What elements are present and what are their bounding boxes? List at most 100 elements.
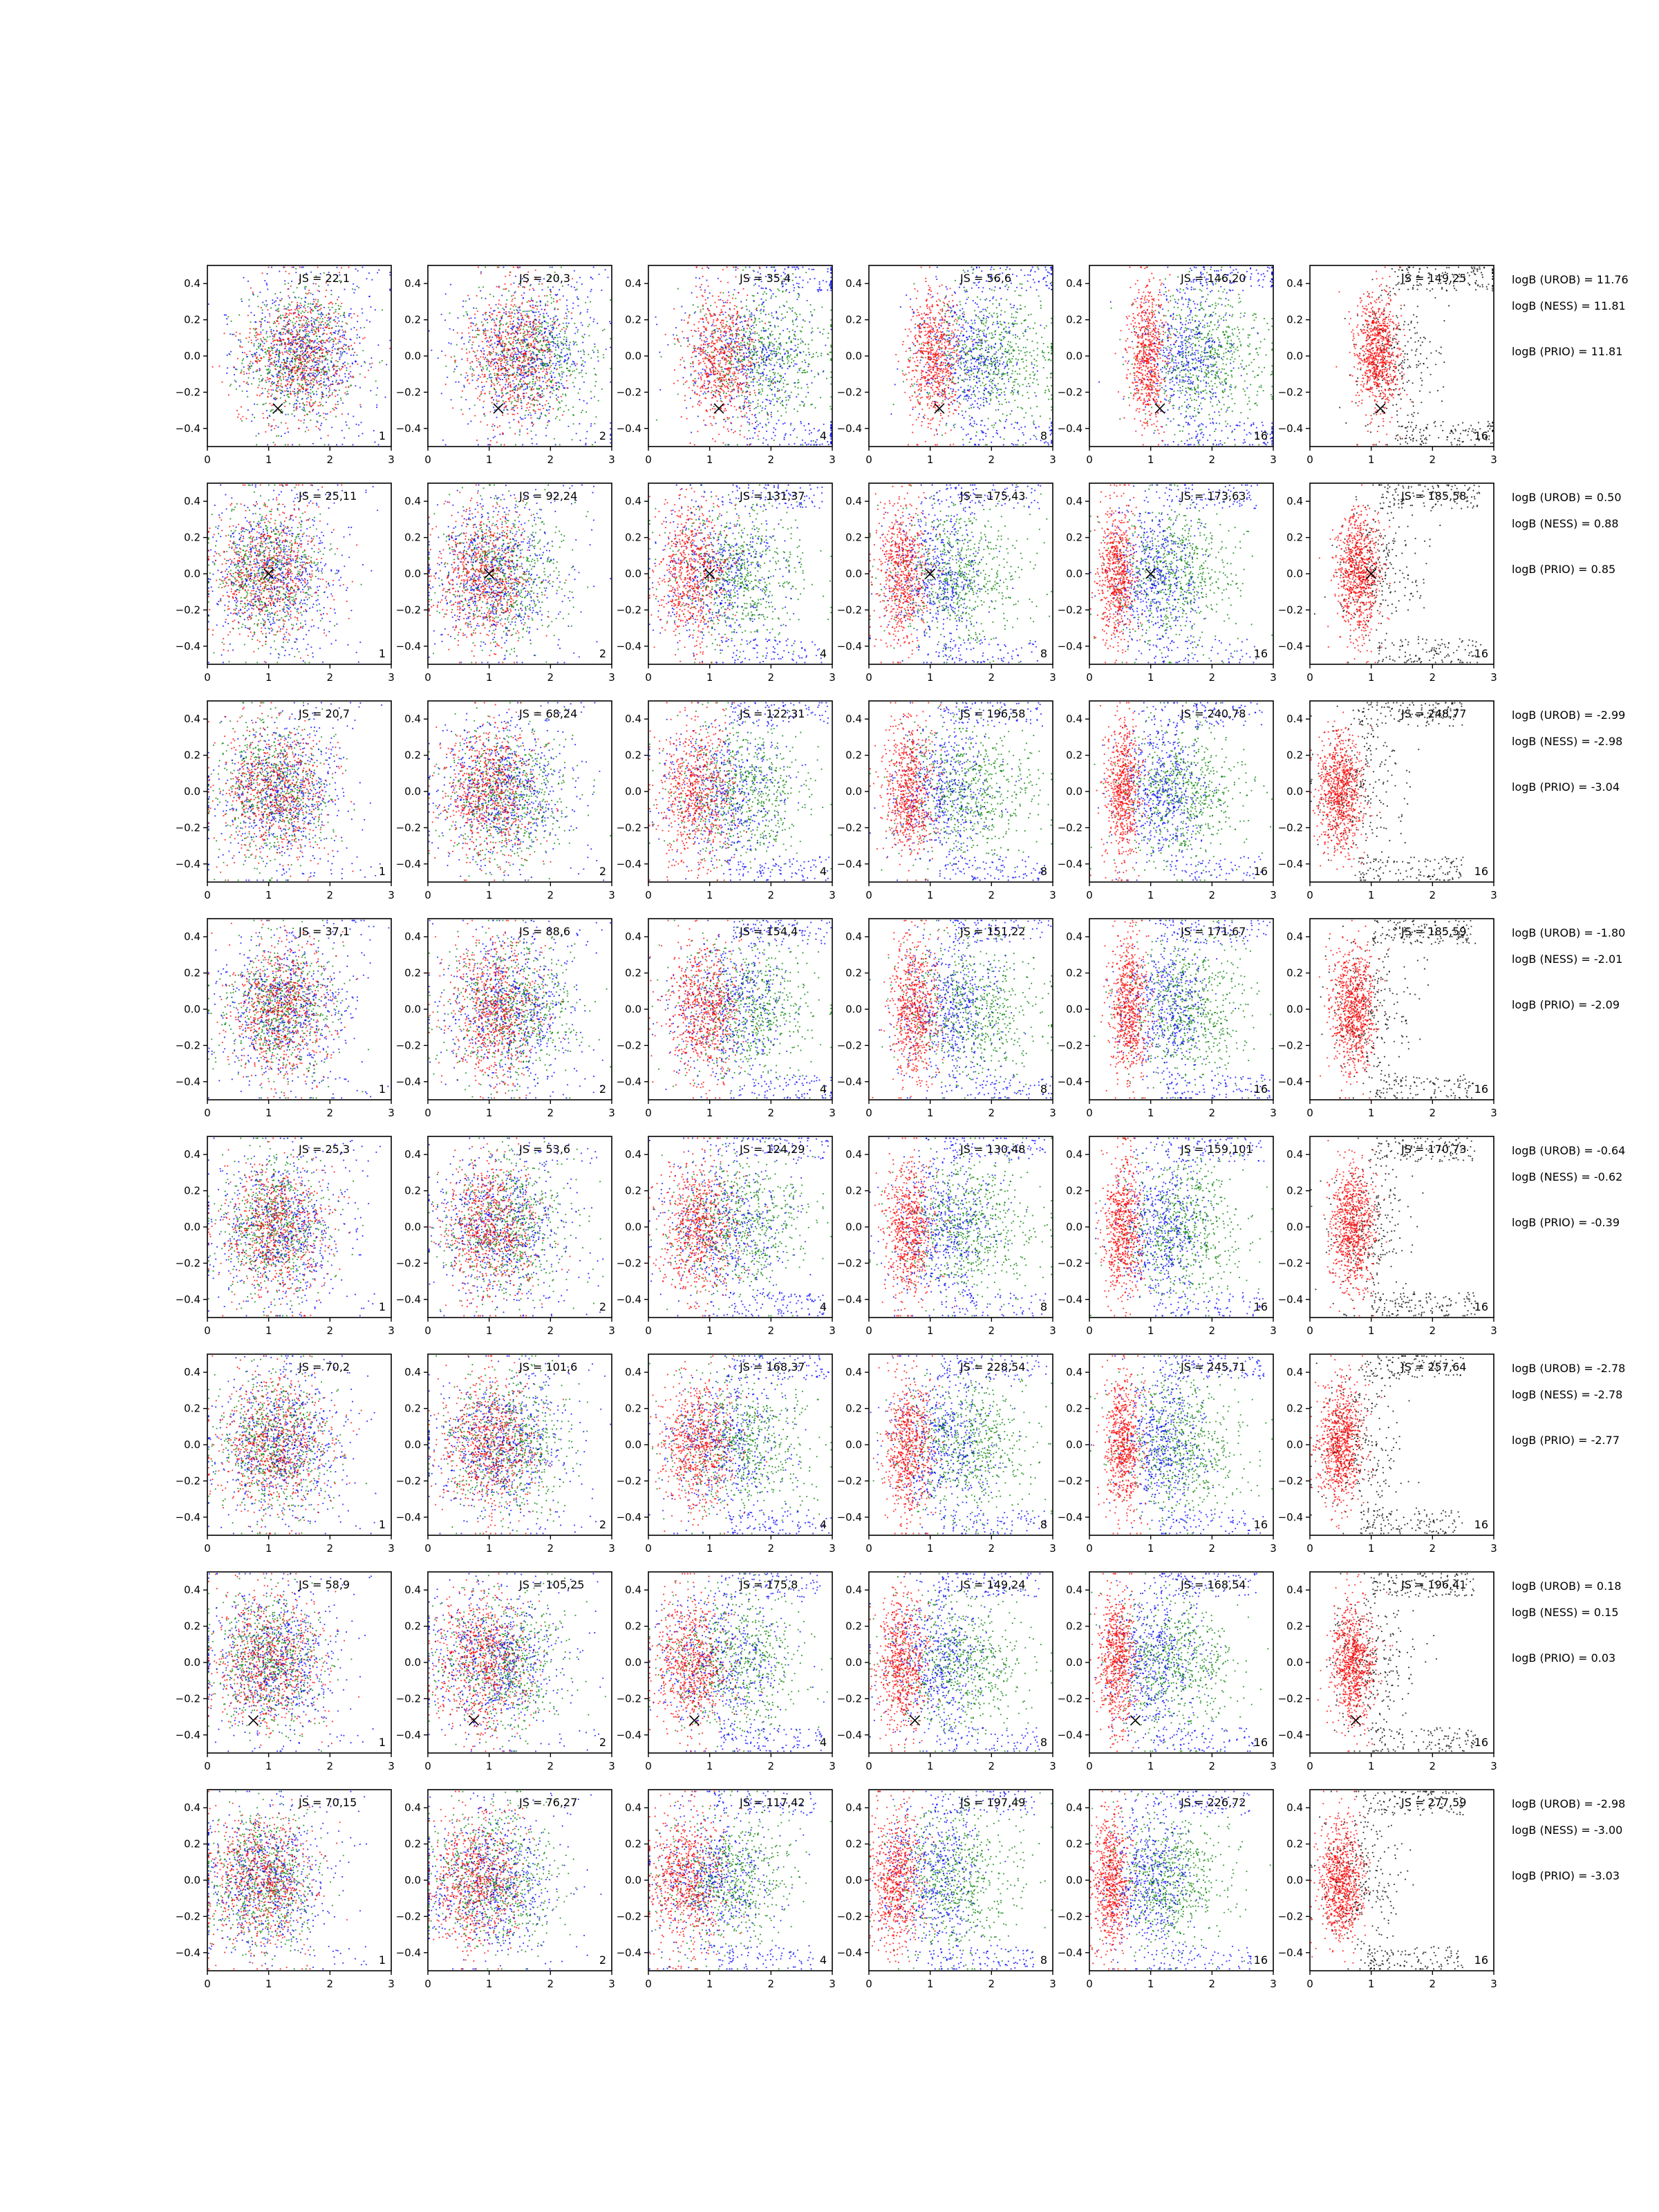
data-point bbox=[539, 352, 541, 353]
data-point bbox=[335, 382, 337, 383]
data-point bbox=[818, 373, 819, 374]
data-point bbox=[212, 366, 214, 368]
data-point bbox=[519, 310, 521, 311]
data-point bbox=[317, 373, 319, 375]
data-point bbox=[770, 341, 771, 343]
data-point bbox=[270, 308, 272, 309]
data-point bbox=[352, 444, 353, 445]
data-point bbox=[463, 343, 465, 344]
data-point bbox=[460, 374, 462, 375]
y-tick-label: 0.4 bbox=[404, 277, 421, 290]
data-point bbox=[566, 318, 568, 319]
data-point bbox=[535, 306, 536, 307]
data-point bbox=[719, 354, 720, 355]
data-point bbox=[581, 357, 582, 359]
data-point bbox=[544, 375, 545, 377]
data-point bbox=[261, 375, 262, 376]
data-point bbox=[540, 330, 541, 331]
data-point bbox=[283, 359, 284, 360]
data-point bbox=[286, 313, 288, 315]
data-point bbox=[570, 374, 572, 375]
data-point bbox=[538, 393, 539, 394]
data-point bbox=[791, 391, 792, 393]
data-point bbox=[308, 290, 310, 291]
data-point bbox=[494, 375, 496, 376]
data-point bbox=[242, 352, 243, 353]
data-point bbox=[572, 382, 574, 383]
data-point bbox=[281, 435, 282, 437]
data-point bbox=[830, 345, 832, 346]
data-point bbox=[288, 306, 289, 308]
data-point bbox=[366, 278, 367, 279]
data-point bbox=[486, 361, 487, 362]
data-point bbox=[753, 341, 755, 343]
data-point bbox=[478, 444, 479, 445]
data-point bbox=[294, 366, 295, 368]
data-point bbox=[315, 357, 316, 358]
data-point bbox=[557, 340, 559, 341]
data-point bbox=[590, 423, 592, 424]
data-point bbox=[476, 360, 478, 362]
data-point bbox=[555, 349, 556, 350]
data-point bbox=[754, 333, 756, 335]
data-point bbox=[735, 267, 737, 268]
data-point bbox=[246, 391, 247, 392]
data-point bbox=[797, 267, 798, 268]
data-point bbox=[554, 308, 556, 309]
data-point bbox=[683, 337, 684, 339]
data-point bbox=[533, 353, 534, 355]
data-point bbox=[778, 352, 779, 353]
data-point bbox=[756, 370, 758, 371]
data-point bbox=[268, 393, 270, 394]
data-point bbox=[529, 366, 531, 368]
data-point bbox=[541, 289, 543, 290]
data-point bbox=[470, 322, 471, 324]
data-point bbox=[471, 373, 473, 375]
data-point bbox=[805, 344, 806, 345]
data-point bbox=[350, 345, 352, 346]
data-point bbox=[256, 444, 257, 445]
data-point bbox=[697, 415, 699, 417]
data-point bbox=[508, 368, 509, 370]
data-point bbox=[286, 380, 288, 382]
data-point bbox=[268, 389, 270, 391]
data-point bbox=[769, 378, 771, 379]
data-point bbox=[504, 367, 505, 368]
data-point bbox=[319, 361, 321, 362]
data-point bbox=[790, 354, 791, 355]
data-point bbox=[715, 392, 716, 393]
data-point bbox=[780, 402, 781, 404]
data-point bbox=[278, 362, 279, 363]
data-point bbox=[259, 395, 261, 396]
data-point bbox=[294, 361, 296, 362]
data-point bbox=[790, 348, 791, 350]
js-divergence-label: JS = 22,1 bbox=[298, 272, 350, 285]
data-point bbox=[510, 397, 512, 398]
data-point bbox=[503, 400, 504, 402]
data-point bbox=[554, 368, 555, 369]
data-point bbox=[344, 337, 345, 339]
data-point bbox=[510, 354, 512, 355]
data-point bbox=[522, 377, 523, 378]
data-point bbox=[281, 352, 283, 353]
data-point bbox=[491, 384, 492, 386]
data-point bbox=[758, 362, 759, 363]
data-point bbox=[763, 357, 765, 359]
data-point bbox=[303, 358, 304, 359]
data-point bbox=[512, 301, 513, 302]
data-point bbox=[364, 361, 365, 362]
data-point bbox=[767, 395, 768, 396]
data-point bbox=[250, 312, 252, 313]
data-point bbox=[290, 304, 291, 306]
data-point bbox=[504, 358, 505, 359]
data-point bbox=[577, 329, 579, 330]
data-point bbox=[332, 344, 334, 345]
data-point bbox=[296, 321, 297, 322]
data-point bbox=[339, 341, 340, 342]
data-point bbox=[449, 312, 451, 314]
data-point bbox=[482, 314, 484, 315]
data-point bbox=[565, 395, 566, 396]
data-point bbox=[318, 363, 319, 364]
data-point bbox=[571, 312, 572, 314]
data-point bbox=[595, 381, 597, 382]
